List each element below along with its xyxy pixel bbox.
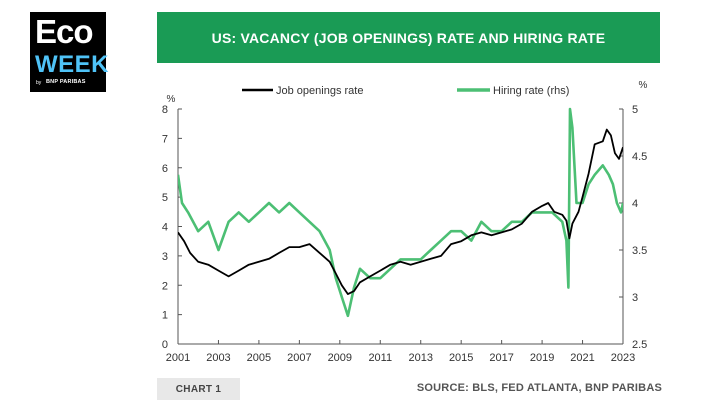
x-tick-label: 2023 — [611, 352, 635, 364]
x-tick-label: 2015 — [449, 352, 473, 364]
logo-week-text: WEEK — [35, 51, 109, 78]
y-right-tick-label: 5 — [632, 104, 638, 116]
y-right-tick-label: 4 — [632, 198, 638, 210]
y-left-tick-label: 4 — [162, 222, 168, 234]
logo-by-text: by — [36, 80, 42, 86]
logo-brand-text: BNP PARIBAS — [46, 79, 86, 85]
x-tick-label: 2003 — [206, 352, 230, 364]
y-left-tick-label: 1 — [162, 310, 168, 322]
x-tick-label: 2001 — [166, 352, 190, 364]
ecoweek-logo: Eco WEEK by BNP PARIBAS — [30, 12, 109, 92]
y-left-tick-label: 2 — [162, 280, 168, 292]
chart-title-bar: US: VACANCY (JOB OPENINGS) RATE AND HIRI… — [157, 12, 660, 63]
x-tick-label: 2007 — [287, 352, 311, 364]
logo-eco-text: Eco — [35, 13, 94, 50]
series-hiring-rate-line — [178, 107, 623, 318]
y-left-tick-label: 6 — [162, 163, 168, 175]
x-tick-label: 2009 — [328, 352, 352, 364]
source-note: SOURCE: BLS, FED ATLANTA, BNP PARIBAS — [416, 382, 662, 394]
line-chart: 0 1 2 3 4 5 6 7 8 2.5 3 3.5 4 4.5 5 2001 2003 2005 2007 200… — [150, 72, 670, 372]
y-left-tick-label: 0 — [162, 339, 168, 351]
y-left-unit-label: % — [167, 94, 176, 105]
series-job-openings-line — [178, 128, 623, 295]
legend-label-job-openings: Job openings rate — [276, 85, 363, 97]
y-left-tick-label: 7 — [162, 133, 168, 145]
chart-title: US: VACANCY (JOB OPENINGS) RATE AND HIRI… — [211, 29, 606, 46]
legend-label-hiring-rate: Hiring rate (rhs) — [493, 85, 569, 97]
y-right-tick-label: 4.5 — [632, 151, 647, 163]
chart-number-label: CHART 1 — [175, 383, 222, 395]
x-tick-label: 2017 — [489, 352, 513, 364]
x-tick-label: 2013 — [408, 352, 432, 364]
x-tick-label: 2019 — [530, 352, 554, 364]
y-right-tick-label: 3.5 — [632, 245, 647, 257]
y-right-tick-label: 3 — [632, 292, 638, 304]
y-left-tick-label: 8 — [162, 104, 168, 116]
y-left-tick-label: 3 — [162, 251, 168, 263]
y-right-unit-label: % — [639, 80, 648, 91]
chart-number-badge: CHART 1 — [157, 378, 240, 400]
x-tick-label: 2011 — [368, 352, 392, 364]
chart-svg: 0 1 2 3 4 5 6 7 8 2.5 3 3.5 4 4.5 5 2001 2003 2005 2007 200… — [162, 80, 648, 364]
x-tick-label: 2021 — [570, 352, 594, 364]
x-tick-label: 2005 — [247, 352, 271, 364]
y-left-tick-label: 5 — [162, 192, 168, 204]
y-right-tick-label: 2.5 — [632, 339, 647, 351]
